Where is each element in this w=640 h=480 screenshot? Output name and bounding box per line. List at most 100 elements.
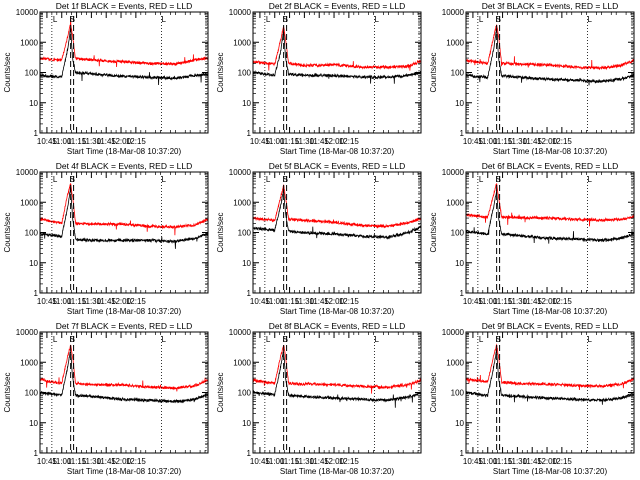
x-tick-label: 11:30 [295, 297, 315, 306]
y-tick-label: 100 [25, 229, 39, 238]
x-tick-label: 11:45 [309, 297, 329, 306]
x-tick-label: 12:15 [339, 297, 360, 306]
x-tick-label: 11:00 [265, 457, 285, 466]
events-series-line [252, 351, 422, 408]
y-tick-label: 1 [247, 449, 252, 458]
x-tick-label: 11:30 [508, 137, 528, 146]
x-tick-label: 11:15 [67, 297, 87, 306]
marker-label: L [375, 175, 380, 184]
marker-label: L [588, 335, 593, 344]
panel-title: Det 1f BLACK = Events, RED = LLD [56, 1, 193, 11]
x-tick-label: 11:30 [508, 457, 528, 466]
panel-det-4: Det 4f BLACK = Events, RED = LLD L S L 1 10 10… [3, 161, 209, 316]
panel-title: Det 3f BLACK = Events, RED = LLD [482, 1, 619, 11]
x-tick-label: 11:30 [508, 297, 528, 306]
marker-label: S [496, 335, 501, 344]
marker-label: S [496, 175, 501, 184]
y-tick-label: 1 [34, 129, 39, 138]
x-tick-label: 11:45 [522, 137, 542, 146]
y-tick-label: 10000 [16, 8, 39, 17]
x-tick-label: 12:15 [126, 297, 147, 306]
y-tick-label: 100 [238, 69, 252, 78]
y-tick-label: 10 [455, 259, 464, 268]
y-tick-label: 1000 [20, 198, 38, 207]
y-tick-label: 10 [242, 99, 251, 108]
marker-label: L [479, 175, 484, 184]
x-tick-label: 12:15 [552, 457, 573, 466]
panel-det-8: Det 8f BLACK = Events, RED = LLD L S L 1 10 10… [216, 321, 422, 476]
y-axis-label: Counts/sec [3, 52, 12, 92]
y-axis-label: Counts/sec [3, 212, 12, 252]
marker-label: L [375, 335, 380, 344]
y-tick-label: 1 [247, 289, 252, 298]
x-tick-label: 11:15 [67, 457, 87, 466]
x-tick-label: 11:45 [96, 457, 116, 466]
y-tick-label: 10000 [442, 328, 465, 337]
y-tick-label: 100 [238, 229, 252, 238]
x-tick-label: 11:30 [295, 457, 315, 466]
x-tick-label: 11:45 [96, 297, 116, 306]
marker-label: S [283, 335, 288, 344]
x-tick-label: 11:00 [265, 137, 285, 146]
x-tick-label: 12:15 [552, 297, 573, 306]
y-tick-label: 10000 [16, 168, 39, 177]
y-tick-label: 1000 [446, 198, 464, 207]
y-tick-label: 1000 [233, 198, 251, 207]
y-axis-label: Counts/sec [429, 372, 438, 412]
x-tick-label: 11:30 [82, 297, 102, 306]
plot-frame [465, 11, 635, 134]
marker-label: L [266, 15, 271, 24]
plot-frame [465, 171, 635, 294]
y-tick-label: 10 [455, 419, 464, 428]
panel-title: Det 4f BLACK = Events, RED = LLD [56, 161, 193, 171]
marker-label: L [479, 335, 484, 344]
x-tick-label: 11:45 [309, 457, 329, 466]
events-series-line [465, 27, 635, 86]
y-tick-label: 1 [247, 129, 252, 138]
x-tick-label: 12:00 [537, 457, 558, 466]
y-tick-label: 10 [455, 99, 464, 108]
y-tick-label: 10 [29, 419, 38, 428]
y-axis-label: Counts/sec [216, 372, 225, 412]
y-tick-label: 10000 [442, 168, 465, 177]
marker-label: L [162, 15, 167, 24]
x-tick-label: 11:00 [478, 137, 498, 146]
lld-series-line [252, 345, 422, 394]
lld-series-line [39, 17, 209, 67]
events-series-line [465, 349, 635, 405]
x-tick-label: 10:45 [37, 297, 58, 306]
plot-frame [252, 171, 422, 294]
panel-det-5: Det 5f BLACK = Events, RED = LLD L S L 1 10 10… [216, 161, 422, 316]
x-tick-label: 11:15 [493, 457, 513, 466]
y-tick-label: 100 [451, 229, 465, 238]
marker-label: S [70, 335, 75, 344]
events-series-line [252, 189, 422, 240]
x-tick-label: 11:30 [295, 137, 315, 146]
x-tick-label: 11:15 [67, 137, 87, 146]
x-tick-label: 10:45 [250, 457, 271, 466]
y-axis-label: Counts/sec [429, 52, 438, 92]
y-tick-label: 10 [242, 259, 251, 268]
marker-label: S [496, 15, 501, 24]
panel-det-6: Det 6f BLACK = Events, RED = LLD L S L 1 10 10… [429, 161, 635, 316]
x-tick-label: 12:00 [111, 137, 132, 146]
y-tick-label: 1000 [233, 38, 251, 47]
x-tick-label: 10:45 [37, 137, 58, 146]
marker-label: L [53, 175, 58, 184]
lld-series-line [252, 26, 422, 71]
x-axis-label: Start Time (18-Mar-08 10:37:20) [493, 467, 608, 476]
plot-frame [465, 331, 635, 454]
x-tick-label: 12:15 [552, 137, 573, 146]
x-tick-label: 11:00 [52, 457, 72, 466]
lld-series-line [465, 183, 635, 227]
x-tick-label: 11:45 [522, 297, 542, 306]
panel-det-2: Det 2f BLACK = Events, RED = LLD L S L 1 10 10… [216, 1, 422, 156]
plot-frame [39, 171, 209, 294]
y-tick-label: 100 [451, 389, 465, 398]
x-tick-label: 11:15 [493, 297, 513, 306]
marker-label: S [283, 15, 288, 24]
plot-frame [252, 11, 422, 134]
lld-series-line [465, 343, 635, 391]
plot-frame [39, 331, 209, 454]
